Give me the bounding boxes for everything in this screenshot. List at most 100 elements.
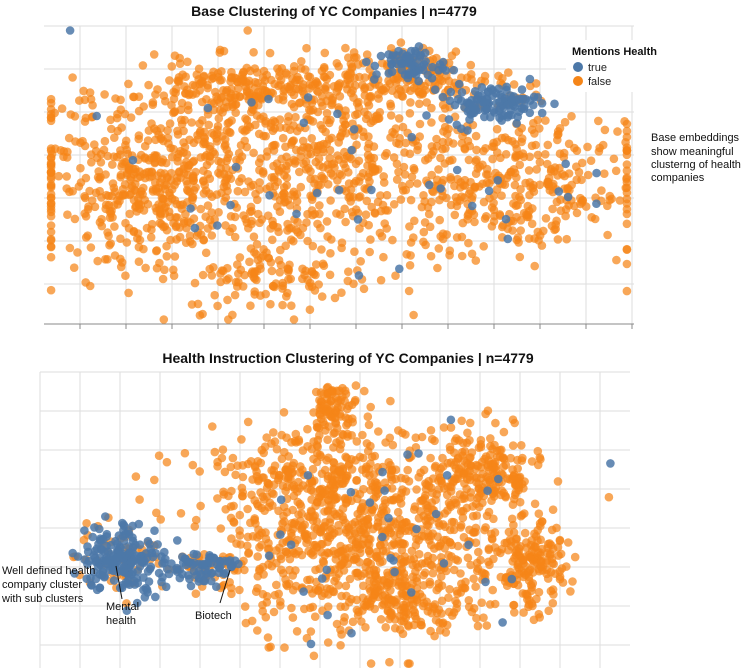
data-point-health: [498, 618, 507, 627]
data-point-non-health: [270, 590, 280, 600]
data-point-non-health: [533, 536, 542, 545]
data-point-non-health: [422, 480, 431, 490]
data-point-non-health: [543, 574, 553, 583]
data-point-non-health: [383, 206, 393, 215]
data-point-non-health: [312, 423, 322, 432]
data-point-non-health: [481, 144, 490, 153]
data-point-non-health: [524, 166, 534, 175]
data-point-health: [172, 563, 182, 573]
data-point-non-health: [180, 448, 190, 458]
data-point-non-health: [558, 170, 567, 179]
data-point-non-health: [471, 582, 480, 591]
data-point-non-health: [64, 133, 74, 143]
data-point-non-health: [388, 86, 397, 95]
base-annotation-line-3: clusterng of health: [651, 159, 741, 171]
data-point-non-health: [350, 53, 359, 62]
data-point-non-health: [379, 172, 389, 181]
data-point-non-health: [303, 575, 312, 585]
data-point-non-health: [225, 127, 234, 137]
data-point-non-health: [237, 435, 246, 444]
data-point-non-health: [438, 453, 447, 463]
health-instruction-title: Health Instruction Clustering of YC Comp…: [162, 350, 533, 366]
data-point-non-health: [226, 462, 236, 472]
data-point-non-health: [453, 556, 463, 565]
data-point-non-health: [70, 214, 80, 224]
data-point-non-health: [85, 88, 95, 97]
data-point-non-health: [431, 461, 440, 471]
data-point-non-health: [365, 177, 374, 186]
data-point-non-health: [385, 657, 394, 667]
data-point-non-health: [604, 492, 614, 502]
data-point-non-health: [490, 543, 500, 552]
data-point-non-health: [70, 112, 80, 121]
data-point-non-health: [339, 617, 349, 626]
data-point-non-health: [497, 133, 507, 143]
data-point-non-health: [374, 427, 383, 436]
data-point-non-health: [469, 210, 479, 219]
data-point-non-health: [258, 73, 268, 82]
data-point-non-health: [622, 160, 632, 169]
data-point-non-health: [205, 264, 214, 274]
data-point-non-health: [341, 581, 351, 591]
data-point-non-health: [410, 505, 419, 514]
data-point-non-health: [152, 246, 161, 256]
data-point-non-health: [209, 67, 218, 77]
data-point-non-health: [207, 192, 217, 201]
data-point-non-health: [556, 549, 566, 559]
data-point-non-health: [441, 144, 450, 153]
data-point-non-health: [509, 199, 518, 208]
data-point-non-health: [483, 170, 493, 179]
data-point-non-health: [106, 209, 116, 218]
data-point-health: [333, 109, 342, 119]
data-point-health: [323, 610, 332, 620]
data-point-health: [563, 192, 573, 202]
data-point-non-health: [335, 169, 345, 179]
data-point-non-health: [216, 93, 226, 103]
data-point-health: [133, 567, 142, 576]
data-point-health: [112, 539, 122, 548]
data-point-non-health: [235, 531, 245, 540]
data-point-non-health: [447, 552, 456, 561]
data-point-non-health: [282, 152, 291, 162]
data-point-non-health: [499, 427, 509, 437]
data-point-non-health: [106, 239, 115, 248]
data-point-non-health: [323, 590, 333, 599]
data-point-non-health: [509, 472, 518, 481]
data-point-non-health: [235, 585, 244, 595]
data-point-non-health: [410, 216, 419, 226]
data-point-non-health: [362, 196, 372, 206]
data-point-non-health: [289, 155, 299, 165]
data-point-non-health: [373, 197, 383, 207]
data-point-non-health: [104, 231, 113, 241]
data-point-non-health: [414, 549, 424, 559]
data-point-non-health: [382, 190, 392, 200]
data-point-health: [414, 76, 423, 86]
data-point-non-health: [572, 146, 582, 155]
data-point-non-health: [429, 146, 438, 156]
data-point-non-health: [449, 139, 458, 148]
data-point-non-health: [330, 293, 340, 303]
data-point-non-health: [183, 186, 193, 196]
data-point-non-health: [351, 537, 361, 547]
data-point-non-health: [622, 174, 631, 184]
data-point-health: [158, 573, 167, 582]
data-point-non-health: [566, 587, 575, 596]
data-point-health: [520, 102, 529, 111]
data-point-non-health: [480, 71, 490, 81]
data-point-non-health: [324, 422, 334, 431]
data-point-non-health: [296, 64, 306, 73]
data-point-non-health: [83, 205, 93, 214]
data-point-non-health: [594, 116, 603, 126]
data-point-non-health: [151, 178, 160, 187]
data-point-health: [264, 551, 274, 560]
data-point-non-health: [250, 64, 260, 73]
data-point-health: [213, 560, 222, 570]
data-point-non-health: [214, 208, 223, 217]
data-point-health: [446, 415, 456, 425]
data-point-non-health: [556, 195, 565, 204]
data-point-non-health: [472, 145, 481, 155]
data-point-health: [132, 598, 142, 608]
data-point-non-health: [154, 451, 164, 461]
data-point-health: [186, 581, 196, 591]
legend: Mentions Health true false: [566, 40, 657, 92]
